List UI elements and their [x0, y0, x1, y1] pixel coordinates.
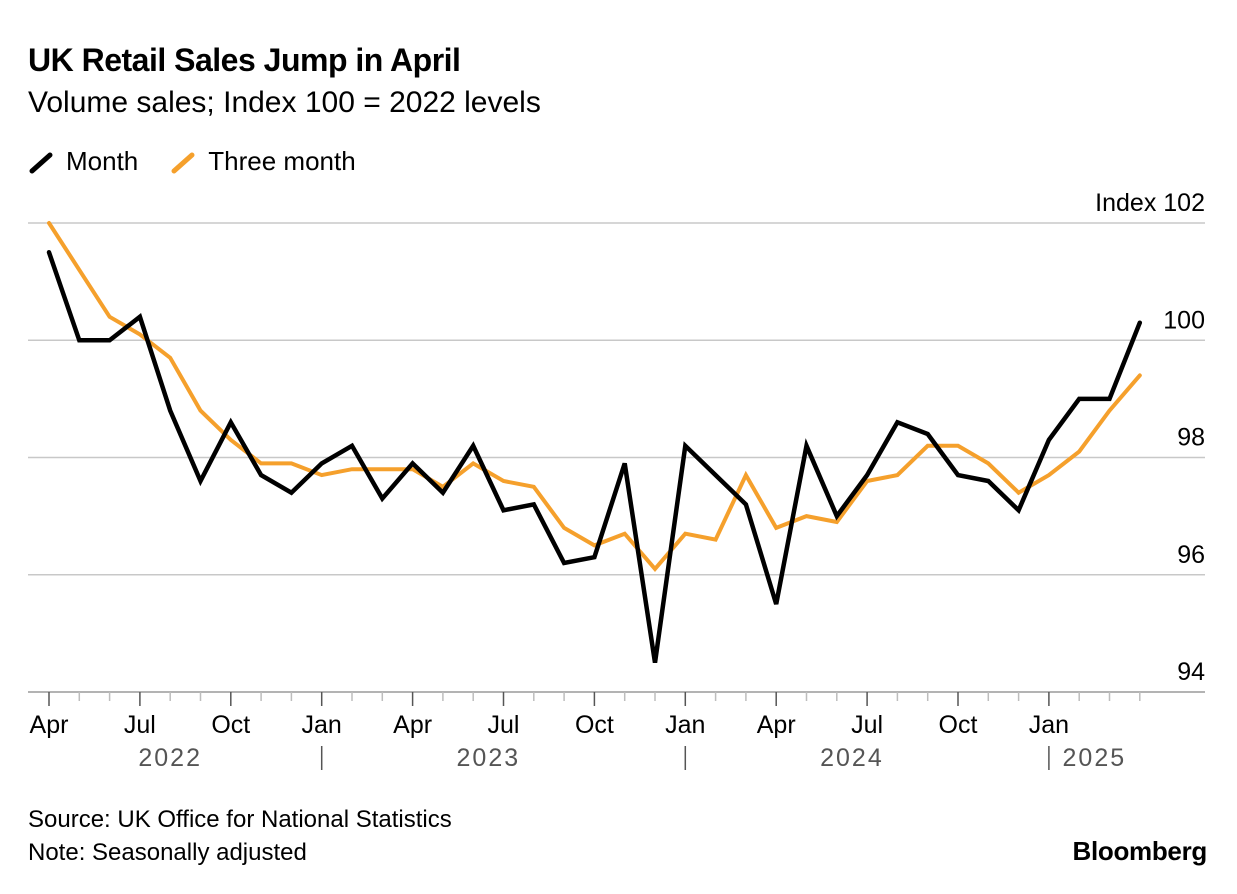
legend: Month Three month: [28, 146, 388, 177]
x-tick-label: Oct: [939, 711, 978, 739]
chart-subtitle: Volume sales; Index 100 = 2022 levels: [28, 86, 541, 119]
y-tick-label: 94: [1177, 658, 1205, 686]
year-label: 2025: [1063, 744, 1127, 772]
y-tick-label: 100: [1163, 306, 1205, 334]
adjustment-note: Note: Seasonally adjusted: [28, 839, 307, 866]
x-tick-label: Apr: [30, 711, 69, 739]
x-tick-label: Jan: [302, 711, 342, 739]
x-tick-label: Oct: [575, 711, 614, 739]
x-tick-label: Jul: [488, 711, 520, 739]
x-tick-label: Apr: [757, 711, 796, 739]
source-note: Source: UK Office for National Statistic…: [28, 806, 452, 833]
legend-swatch-three-month: [171, 152, 195, 173]
y-tick-label: 98: [1177, 424, 1205, 452]
brand-logo: Bloomberg: [1072, 836, 1207, 866]
year-label: 2023: [457, 744, 521, 772]
chart-title: UK Retail Sales Jump in April: [28, 42, 461, 78]
legend-item-month: Month: [28, 146, 138, 177]
series-line-three-month: [47, 221, 1142, 572]
year-label: 2024: [820, 744, 884, 772]
legend-label-month: Month: [66, 146, 139, 176]
x-tick-label: Jan: [1029, 711, 1069, 739]
legend-item-three-month: Three month: [170, 146, 356, 177]
x-tick-label: Jan: [665, 711, 705, 739]
x-tick-label: Jul: [851, 711, 883, 739]
x-tick-label: Oct: [211, 711, 250, 739]
x-tick-label: Jul: [124, 711, 156, 739]
series-line-month: [46, 250, 1143, 664]
y-tick-label: 96: [1177, 541, 1205, 569]
year-label: 2022: [138, 744, 202, 772]
legend-swatch-month: [29, 152, 53, 173]
y-tick-label: Index 102: [1095, 189, 1205, 217]
legend-label-three-month: Three month: [208, 146, 356, 176]
x-tick-label: Apr: [393, 711, 432, 739]
